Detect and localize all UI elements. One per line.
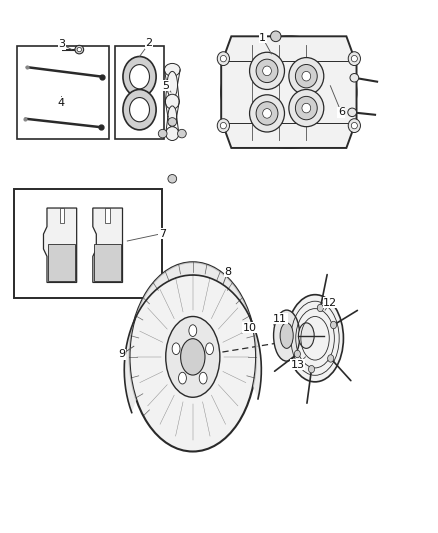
Text: 11: 11 xyxy=(273,313,287,324)
Ellipse shape xyxy=(168,106,177,127)
Ellipse shape xyxy=(351,55,357,62)
Ellipse shape xyxy=(350,74,359,82)
Ellipse shape xyxy=(351,123,357,129)
Ellipse shape xyxy=(308,366,314,373)
Ellipse shape xyxy=(217,119,230,133)
Ellipse shape xyxy=(302,71,311,81)
Ellipse shape xyxy=(75,45,84,54)
Polygon shape xyxy=(221,36,357,148)
Ellipse shape xyxy=(180,338,205,375)
Ellipse shape xyxy=(189,325,197,336)
Text: 12: 12 xyxy=(323,297,337,308)
Text: 6: 6 xyxy=(338,107,345,117)
Ellipse shape xyxy=(331,321,337,329)
Ellipse shape xyxy=(263,66,272,76)
Polygon shape xyxy=(60,208,64,223)
Ellipse shape xyxy=(168,118,177,126)
Text: 3: 3 xyxy=(58,39,65,49)
Ellipse shape xyxy=(220,123,226,129)
Ellipse shape xyxy=(167,71,177,98)
Ellipse shape xyxy=(295,64,317,88)
Ellipse shape xyxy=(130,262,256,451)
Ellipse shape xyxy=(123,56,156,97)
Ellipse shape xyxy=(220,55,226,62)
Text: 8: 8 xyxy=(224,267,231,277)
Ellipse shape xyxy=(165,94,179,109)
Ellipse shape xyxy=(217,52,230,66)
Ellipse shape xyxy=(348,108,357,117)
Polygon shape xyxy=(94,244,121,281)
Ellipse shape xyxy=(298,323,314,349)
Ellipse shape xyxy=(179,372,187,384)
Text: 1: 1 xyxy=(259,33,266,43)
Ellipse shape xyxy=(77,47,81,52)
Polygon shape xyxy=(49,244,75,281)
Ellipse shape xyxy=(199,372,207,384)
Polygon shape xyxy=(93,208,123,282)
Text: 2: 2 xyxy=(145,38,153,48)
Bar xyxy=(115,46,164,139)
Text: 5: 5 xyxy=(162,81,169,91)
Ellipse shape xyxy=(294,350,300,358)
Ellipse shape xyxy=(289,90,324,127)
Ellipse shape xyxy=(172,343,180,354)
Ellipse shape xyxy=(328,355,334,362)
Ellipse shape xyxy=(123,90,156,130)
Polygon shape xyxy=(124,262,261,413)
Ellipse shape xyxy=(205,343,213,354)
Ellipse shape xyxy=(271,31,281,42)
Ellipse shape xyxy=(256,59,278,83)
Bar xyxy=(17,46,109,139)
Ellipse shape xyxy=(250,52,285,90)
Ellipse shape xyxy=(263,109,272,118)
Polygon shape xyxy=(106,208,110,223)
Ellipse shape xyxy=(348,52,360,66)
Text: 13: 13 xyxy=(290,360,304,370)
Ellipse shape xyxy=(221,36,357,148)
Ellipse shape xyxy=(177,130,186,138)
Polygon shape xyxy=(43,208,77,282)
Text: 7: 7 xyxy=(159,229,166,239)
Ellipse shape xyxy=(302,103,311,113)
Bar xyxy=(14,189,162,298)
Text: 4: 4 xyxy=(57,98,64,108)
Ellipse shape xyxy=(256,102,278,125)
Ellipse shape xyxy=(158,130,167,138)
Ellipse shape xyxy=(166,317,220,397)
Text: 9: 9 xyxy=(119,349,126,359)
Ellipse shape xyxy=(317,304,323,312)
Ellipse shape xyxy=(280,323,293,349)
Ellipse shape xyxy=(348,119,360,133)
Ellipse shape xyxy=(166,127,179,141)
Ellipse shape xyxy=(295,96,317,120)
Ellipse shape xyxy=(130,98,149,122)
Ellipse shape xyxy=(274,310,300,361)
Ellipse shape xyxy=(289,58,324,95)
Ellipse shape xyxy=(164,63,180,76)
Ellipse shape xyxy=(250,95,285,132)
Text: 10: 10 xyxy=(243,322,257,333)
Ellipse shape xyxy=(287,295,343,382)
Ellipse shape xyxy=(168,174,177,183)
Ellipse shape xyxy=(130,64,149,89)
